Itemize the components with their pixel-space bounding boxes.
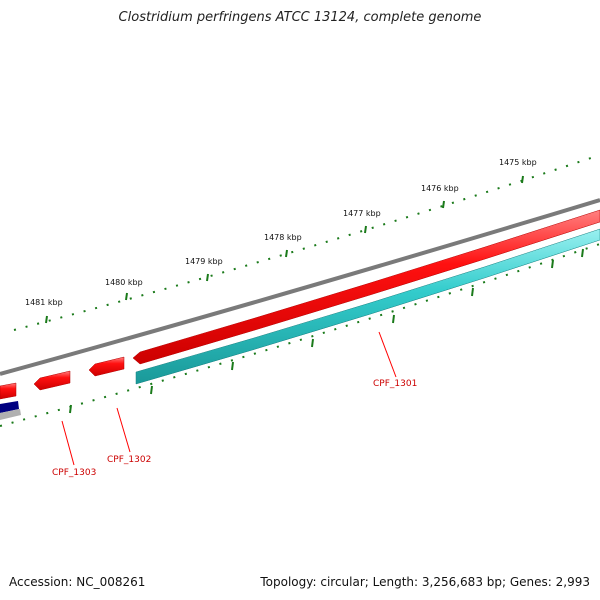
gene-CPF_1302[interactable] xyxy=(88,356,125,377)
gene-label-CPF_1302: CPF_1302 xyxy=(107,455,151,465)
genome-summary: Topology: circular; Length: 3,256,683 bp… xyxy=(260,575,590,589)
outer-ruler-major-ticks xyxy=(45,175,524,324)
leader-CPF_1301 xyxy=(378,331,397,378)
reverse-strand-cds-track xyxy=(0,209,600,400)
gene-CPF_1303[interactable] xyxy=(33,370,71,391)
gene-partial-left[interactable] xyxy=(0,382,17,400)
leader-CPF_1302 xyxy=(116,407,131,453)
gene-CPF_1301[interactable] xyxy=(132,209,600,365)
ruler-label-1479: 1479 kbp xyxy=(185,257,223,266)
inner-ruler-ring xyxy=(0,243,600,427)
inner-ruler-major-ticks xyxy=(69,248,584,414)
ruler-label-1476: 1476 kbp xyxy=(421,184,459,193)
leader-CPF_1303 xyxy=(61,420,75,466)
forward-strand-cds-track[interactable] xyxy=(135,228,600,385)
ruler-label-1475: 1475 kbp xyxy=(499,158,537,167)
rna-feature[interactable] xyxy=(0,401,19,413)
gene-label-CPF_1301: CPF_1301 xyxy=(373,379,417,389)
gene-label-CPF_1303: CPF_1303 xyxy=(52,468,96,478)
ruler-label-1477: 1477 kbp xyxy=(343,209,381,218)
accession-label: Accession: NC_008261 xyxy=(9,575,146,589)
ruler-label-1478: 1478 kbp xyxy=(264,233,302,242)
outer-ruler-ring xyxy=(13,154,600,331)
grey-feature xyxy=(0,409,21,420)
ruler-label-1480: 1480 kbp xyxy=(105,278,143,287)
ruler-label-1481: 1481 kbp xyxy=(25,298,63,307)
genome-backbone xyxy=(0,198,600,376)
map-title: Clostridium perfringens ATCC 13124, comp… xyxy=(118,10,482,25)
